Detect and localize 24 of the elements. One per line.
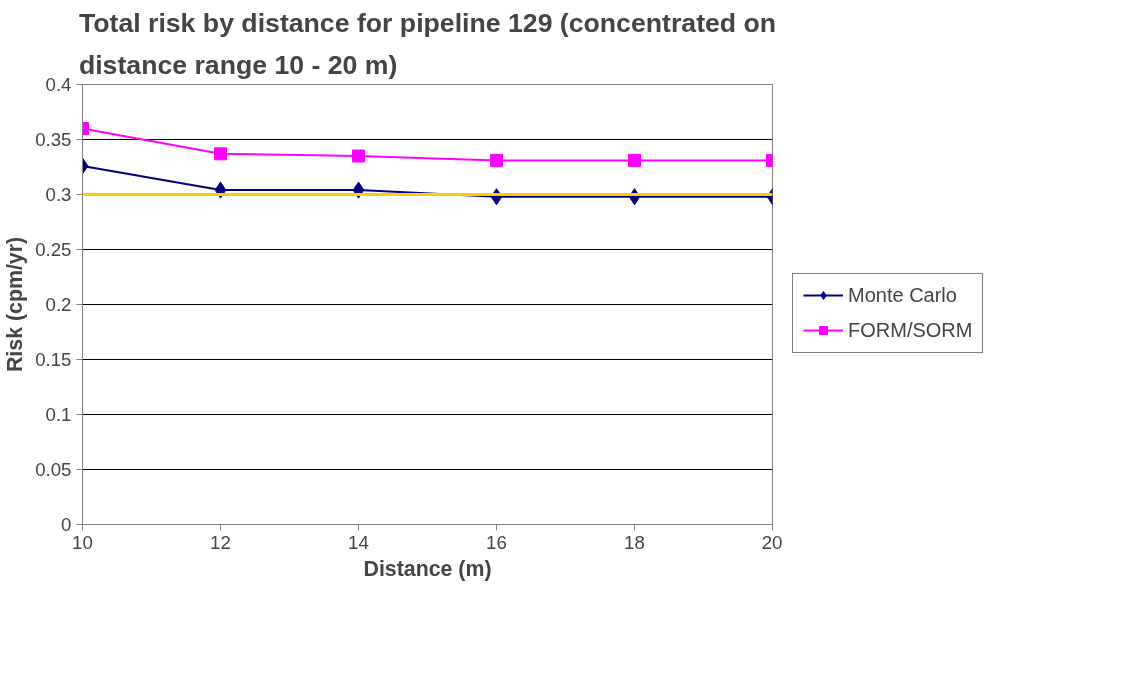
y-tick-label: 0.1: [45, 404, 72, 425]
x-tick-label: 14: [348, 531, 369, 553]
point: [214, 147, 227, 161]
x-tick-label: 18: [624, 531, 645, 553]
legend-label: FORM/SORM: [848, 318, 973, 342]
y-tick-label: 0.3: [45, 184, 72, 205]
y-tick-label: 0.4: [45, 74, 72, 95]
chart-title: Total risk by distance for pipeline 129 (concentrated on distance range 10 - 20 m): [78, 7, 777, 80]
x-axis-title: Distance (m): [363, 556, 492, 581]
y-tick-label: 0.15: [35, 349, 72, 370]
point: [490, 153, 503, 167]
point: [628, 153, 641, 167]
y-tick-label: 0.25: [35, 239, 72, 260]
y-tick-label: 0: [61, 514, 72, 535]
x-tick-label: 16: [486, 531, 507, 553]
y-axis-title: Risk (cpm/yr): [3, 236, 28, 373]
x-tick-label: 10: [72, 531, 93, 553]
legend-label: Monte Carlo: [848, 283, 957, 307]
x-tick-label: 20: [761, 531, 783, 553]
point: [352, 149, 365, 163]
y-tick-label: 0.05: [35, 459, 72, 480]
y-tick-label: 0.2: [45, 294, 72, 315]
y-tick-label: 0.35: [35, 129, 72, 150]
x-tick-label: 12: [210, 531, 231, 553]
